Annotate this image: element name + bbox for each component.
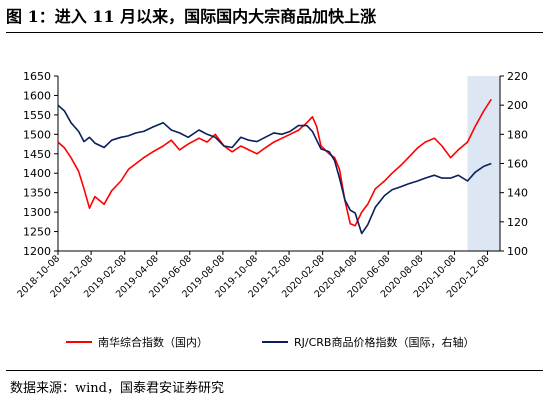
right-y-tick-label: 100 <box>507 245 528 258</box>
left-y-tick-label: 1650 <box>23 70 51 83</box>
legend-label-1: 南华综合指数（国内） <box>98 335 208 349</box>
left-y-tick-label: 1500 <box>23 128 51 141</box>
left-y-tick-label: 1400 <box>23 167 51 180</box>
series-line-2 <box>57 104 492 235</box>
highlight-band-layer <box>467 76 500 251</box>
series-layer <box>57 98 492 235</box>
left-y-tick-label: 1550 <box>23 109 51 122</box>
right-y-tick-label: 220 <box>507 70 528 83</box>
left-y-tick-label: 1200 <box>23 245 51 258</box>
axes-layer: 1200 1250 1300 1350 1400 1450 1500 1550 1600 1650… <box>15 70 528 300</box>
title-divider <box>6 32 543 33</box>
right-y-tick-label: 120 <box>507 216 528 229</box>
data-source-note: 数据来源：wind，国泰君安证券研究 <box>10 381 224 396</box>
left-y-tick-label: 1300 <box>23 206 51 219</box>
right-y-tick-label: 200 <box>507 99 528 112</box>
left-y-tick-label: 1250 <box>23 226 51 239</box>
commodity-index-line-chart: 1200 1250 1300 1350 1400 1450 1500 1550 1600 1650… <box>15 70 528 349</box>
figure-title: 图 1：进入 11 月以来，国际国内大宗商品加快上涨 <box>6 7 377 26</box>
right-y-tick-label: 180 <box>507 128 528 141</box>
series-line-1 <box>57 98 492 227</box>
highlight-band <box>467 76 500 251</box>
source-divider <box>6 370 543 371</box>
right-y-tick-label: 140 <box>507 187 528 200</box>
legend-label-2: RJ/CRB商品价格指数（国际，右轴） <box>294 335 474 349</box>
legend-layer: 南华综合指数（国内） RJ/CRB商品价格指数（国际，右轴） <box>66 335 474 349</box>
left-y-tick-label: 1450 <box>23 148 51 161</box>
left-y-tick-label: 1350 <box>23 187 51 200</box>
right-y-tick-label: 160 <box>507 158 528 171</box>
left-y-tick-label: 1600 <box>23 89 51 102</box>
